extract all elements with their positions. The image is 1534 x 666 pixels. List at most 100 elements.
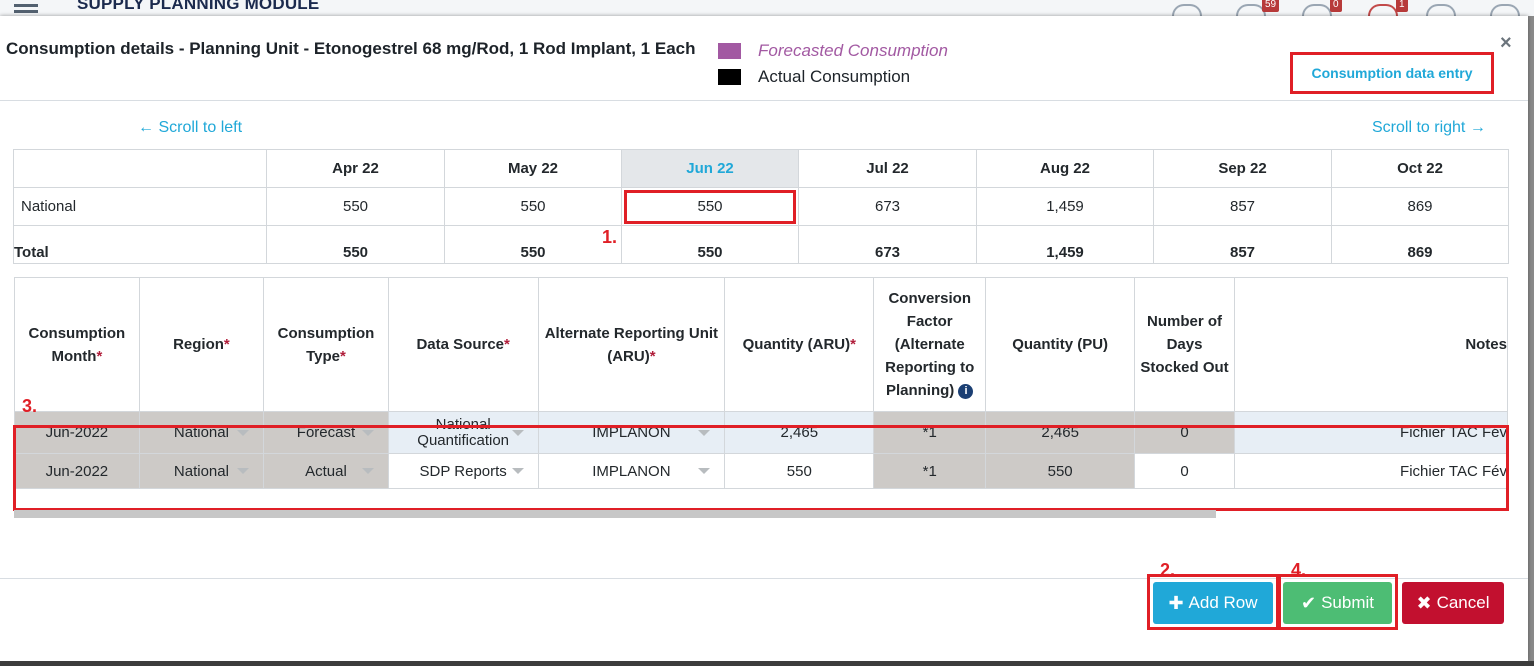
modal-header: Consumption details - Planning Unit - Et…	[0, 16, 1528, 101]
consumption-cell[interactable]: 1,459	[976, 187, 1154, 226]
truck-icon[interactable]	[1172, 4, 1202, 20]
notification-badge: 59	[1262, 0, 1280, 12]
region-cell: National	[138, 453, 265, 489]
highlight-box	[13, 425, 1509, 511]
consumption-grid: Consumption Month* Region* Consumption T…	[14, 277, 1508, 502]
app-header: SUPPLY PLANNING MODULE 59 0 1	[0, 0, 1534, 20]
conversion-cell: *1	[873, 411, 987, 454]
aru-select[interactable]: IMPLANON	[537, 453, 726, 489]
total-cell: 550	[444, 225, 622, 264]
consumption-cell-selected[interactable]: 550	[621, 187, 799, 226]
month-header[interactable]: Aug 22	[976, 149, 1154, 188]
info-icon[interactable]: i	[958, 383, 974, 399]
header-blank	[13, 149, 267, 188]
month-header[interactable]: Sep 22	[1153, 149, 1332, 188]
month-header[interactable]: Oct 22	[1331, 149, 1509, 188]
modal-footer	[0, 578, 1528, 662]
highlight-box	[624, 190, 796, 224]
total-cell: 869	[1331, 225, 1509, 264]
chevron-down-icon	[361, 429, 374, 436]
upload-icon[interactable]	[1302, 4, 1332, 20]
check-icon: ✔	[1300, 592, 1317, 613]
month-header[interactable]: Apr 22	[266, 149, 445, 188]
consumption-cell[interactable]: 673	[798, 187, 977, 226]
step-marker: 3.	[22, 396, 38, 416]
table-header-row: Apr 22 May 22 Jun 22 Jul 22 Aug 22 Sep 2…	[13, 149, 1509, 188]
horizontal-scrollbar[interactable]	[14, 510, 1216, 518]
legend-actual-label: Actual Consumption	[758, 67, 911, 86]
table-row: Jun-2022 National Forecast National Quan…	[14, 411, 1508, 454]
close-icon: ✖	[1416, 592, 1432, 613]
col-consumption-month: Consumption Month*	[14, 277, 140, 412]
notification-badge: 1	[1396, 0, 1408, 12]
legend-forecasted-label: Forecasted Consumption	[758, 41, 948, 60]
total-cell: 550	[621, 225, 799, 264]
type-cell: Forecast	[263, 411, 389, 454]
col-conversion-factor: Conversion Factor (Alternate Reporting t…	[873, 277, 987, 412]
consumption-data-entry-link[interactable]: Consumption data entry	[1290, 52, 1494, 94]
qty-pu-cell: 2,465	[985, 411, 1136, 454]
legend-actual: Actual Consumption	[718, 64, 948, 90]
days-stocked-cell: 0	[1134, 411, 1235, 454]
table-row: Jun-2022 National Actual SDP Reports IMP…	[14, 453, 1508, 489]
month-header[interactable]: May 22	[444, 149, 622, 188]
qty-aru-input[interactable]: 550	[724, 453, 875, 489]
consumption-cell[interactable]: 550	[444, 187, 622, 226]
col-data-source: Data Source*	[387, 277, 539, 412]
actual-swatch	[718, 69, 741, 85]
total-cell: 857	[1153, 225, 1332, 264]
monthly-consumption-table: Apr 22 May 22 Jun 22 Jul 22 Aug 22 Sep 2…	[13, 149, 1509, 264]
hamburger-menu-icon[interactable]	[14, 4, 38, 7]
add-row-button[interactable]: ✚ Add Row	[1153, 582, 1273, 624]
col-notes: Notes	[1233, 277, 1508, 412]
modal-title: Consumption details - Planning Unit - Et…	[6, 39, 696, 58]
submit-button[interactable]: ✔ Submit	[1283, 582, 1392, 624]
refresh-icon[interactable]	[1490, 4, 1520, 20]
row-label: Total	[13, 225, 267, 264]
col-days-stocked-out: Number of Days Stocked Out	[1134, 277, 1235, 412]
qty-aru-input[interactable]: 2,465	[724, 411, 875, 454]
aru-select[interactable]: IMPLANON	[537, 411, 726, 454]
scroll-right-link[interactable]: Scroll to right →	[1372, 119, 1486, 136]
consumption-cell[interactable]: 857	[1153, 187, 1332, 226]
highlight-box	[1278, 574, 1398, 630]
chevron-down-icon	[237, 468, 250, 474]
total-cell: 673	[798, 225, 977, 264]
chevron-down-icon	[511, 429, 524, 436]
chevron-down-icon	[511, 468, 524, 474]
help-icon[interactable]	[1426, 4, 1456, 20]
legend-forecasted: Forecasted Consumption	[718, 38, 948, 64]
notes-input[interactable]: Fichier TAC Fév	[1233, 453, 1508, 489]
month-header[interactable]: Jul 22	[798, 149, 977, 188]
month-header-selected[interactable]: Jun 22	[621, 149, 799, 188]
row-label: National	[13, 187, 267, 226]
alert-icon[interactable]	[1368, 4, 1398, 20]
forecasted-swatch	[718, 43, 741, 59]
grid-header-row: Consumption Month* Region* Consumption T…	[14, 277, 1508, 412]
table-row: National 550 550 550 673 1,459 857 869	[13, 187, 1509, 226]
inbox-icon[interactable]	[1236, 4, 1266, 20]
data-source-select[interactable]: SDP Reports	[387, 453, 539, 489]
highlight-box	[1147, 574, 1279, 630]
notification-badge: 0	[1330, 0, 1342, 12]
scroll-left-link[interactable]: ← Scroll to left	[138, 119, 243, 136]
col-qty-aru: Quantity (ARU)*	[724, 277, 875, 412]
module-title: SUPPLY PLANNING MODULE	[77, 0, 320, 13]
cancel-button[interactable]: ✖ Cancel	[1402, 582, 1504, 624]
chevron-down-icon	[698, 429, 711, 436]
col-consumption-type: Consumption Type*	[263, 277, 389, 412]
chevron-down-icon	[698, 468, 711, 474]
chevron-down-icon	[237, 429, 250, 436]
chevron-down-icon	[361, 468, 374, 474]
col-aru: Alternate Reporting Unit (ARU)*	[537, 277, 726, 412]
total-cell: 550	[266, 225, 445, 264]
close-icon[interactable]: ×	[1500, 32, 1512, 54]
consumption-cell[interactable]: 550	[266, 187, 445, 226]
col-qty-pu: Quantity (PU)	[985, 277, 1136, 412]
consumption-cell[interactable]: 869	[1331, 187, 1509, 226]
qty-pu-cell: 550	[985, 453, 1136, 489]
notes-input[interactable]: Fichier TAC Fév	[1233, 411, 1508, 454]
region-cell: National	[138, 411, 265, 454]
days-stocked-input[interactable]: 0	[1134, 453, 1235, 489]
taskbar-strip	[0, 661, 1534, 666]
